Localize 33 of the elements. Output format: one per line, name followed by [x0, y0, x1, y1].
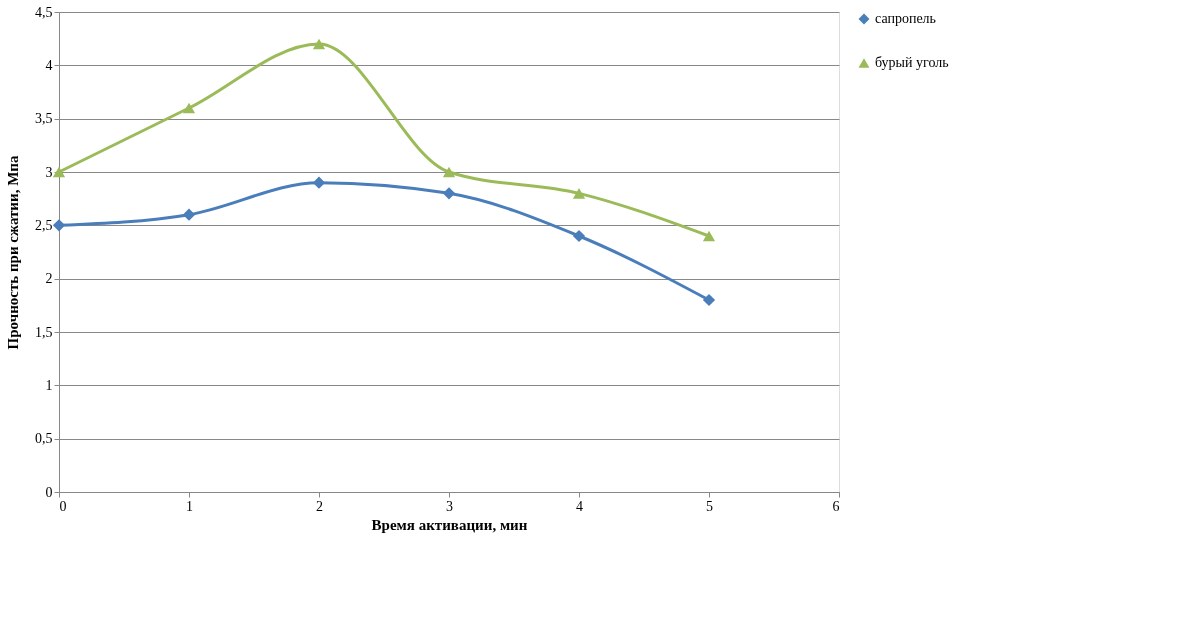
x-tick-label: 0 — [59, 498, 67, 514]
point — [702, 230, 716, 242]
y-axis-title: Прочность при сжатии, Мпа — [5, 155, 21, 350]
y-tick-label: 2 — [45, 271, 53, 287]
point — [312, 38, 326, 50]
x-tick-label: 2 — [316, 498, 323, 514]
y-tick-label: 2,5 — [35, 217, 53, 233]
point — [52, 219, 66, 232]
y-tick-label: 1,5 — [35, 324, 53, 340]
y-tick-label: 0 — [45, 484, 53, 500]
point — [702, 293, 716, 307]
legend-label: бурый уголь — [875, 55, 949, 70]
y-tick-label: 3,5 — [35, 111, 53, 127]
x-tick-label: 5 — [706, 498, 713, 514]
point — [572, 229, 586, 243]
legend-label: сапропель — [875, 11, 936, 26]
y-tick-label: 3 — [45, 164, 53, 180]
point — [182, 102, 196, 114]
point — [182, 208, 196, 221]
point — [52, 166, 66, 178]
y-tick-label: 4 — [45, 57, 53, 73]
x-tick-label: 6 — [832, 498, 840, 514]
point — [312, 176, 326, 189]
x-axis-title: Время активации, мин — [371, 516, 528, 533]
point — [442, 166, 456, 178]
point — [572, 188, 586, 199]
x-tick-label: 3 — [446, 498, 453, 514]
x-tick-label: 4 — [576, 498, 583, 514]
point — [442, 187, 456, 200]
y-tick-label: 1 — [45, 377, 53, 393]
y-tick-label: 0,5 — [35, 431, 53, 447]
x-tick-label: 1 — [186, 498, 193, 514]
y-tick-label: 4,5 — [35, 4, 53, 20]
